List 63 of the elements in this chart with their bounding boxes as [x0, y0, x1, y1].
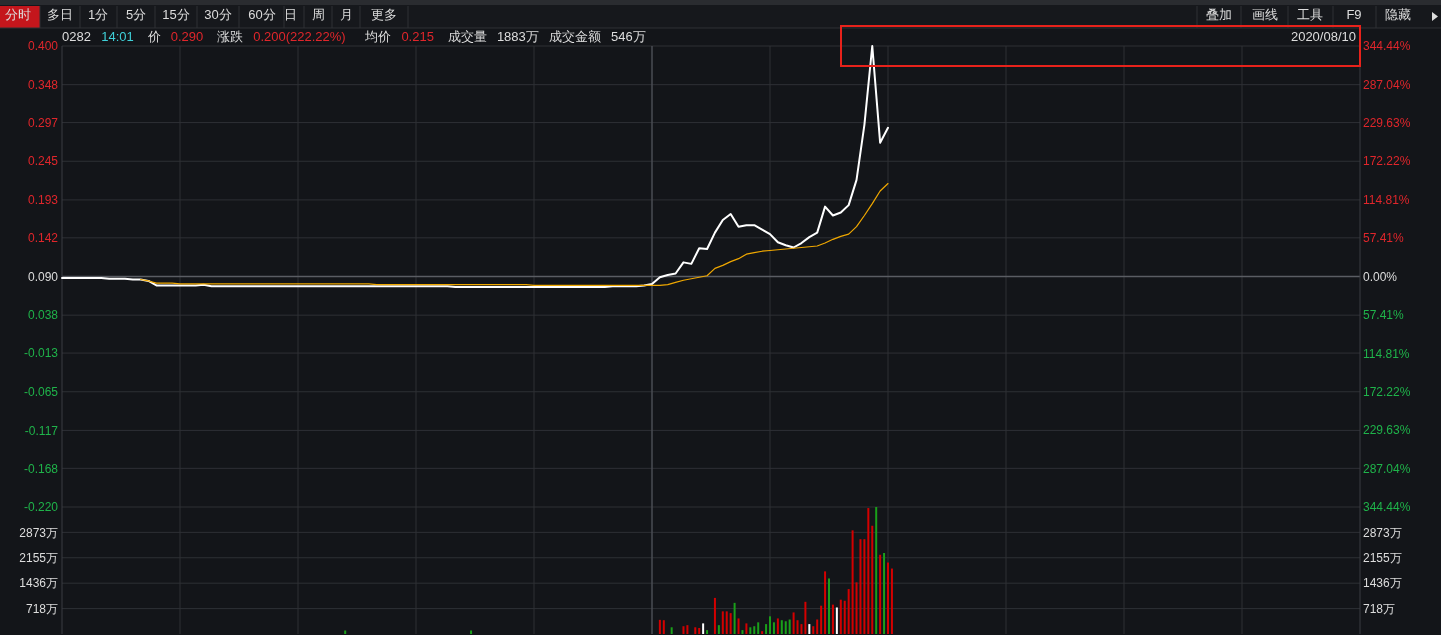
y-tick-label: 0.193: [27, 193, 59, 208]
y2-tick-label: 287.04%: [1363, 77, 1411, 92]
y2-tick-label: 229.63%: [1363, 116, 1411, 131]
y2-tick-label: 2155万: [1363, 550, 1402, 565]
y-tick-label: 718万: [25, 601, 58, 616]
text: 成交金额: [549, 29, 602, 44]
text: 0.290: [170, 29, 204, 44]
y-tick-label: -0.065: [23, 384, 59, 399]
text: 0.215: [401, 29, 434, 44]
text: 30分: [204, 7, 232, 22]
text: 价: [146, 29, 161, 44]
text: 分时: [5, 7, 31, 22]
y2-tick-label: 57.41%: [1363, 231, 1405, 246]
y2-tick-label: 1436万: [1363, 576, 1402, 591]
y2-tick-label: 718万: [1363, 601, 1396, 616]
text: 工具: [1297, 7, 1323, 22]
y2-tick-label: 344.44%: [1363, 39, 1411, 54]
y-tick-label: 2873万: [19, 525, 58, 540]
y2-tick-label: 0.00%: [1363, 269, 1398, 284]
text: 5分: [125, 7, 147, 22]
text: 涨跌: [217, 29, 244, 44]
y2-tick-label: 344.44%: [1363, 500, 1411, 515]
y-tick-label: -0.168: [23, 461, 59, 476]
y2-tick-label: 229.63%: [1363, 423, 1411, 438]
text: 隐藏: [1385, 7, 1411, 22]
y2-tick-label: 57.41%: [1363, 308, 1405, 323]
text: 多日: [47, 7, 73, 22]
text: 1883万: [496, 29, 539, 44]
text: 叠加: [1206, 7, 1232, 22]
text: 1分: [87, 7, 109, 22]
y-tick-label: 2155万: [19, 550, 58, 565]
text: 日: [283, 7, 297, 22]
y2-tick-label: 114.81%: [1363, 192, 1410, 207]
y2-tick-label: 172.22%: [1363, 384, 1411, 399]
text: 均价: [364, 29, 392, 44]
y-tick-label: 0.245: [27, 154, 59, 169]
text: 0.200(222.22%): [253, 29, 346, 44]
text: F9: [1346, 7, 1362, 22]
y2-tick-label: 172.22%: [1363, 154, 1411, 169]
y-tick-label: 0.038: [27, 308, 59, 323]
y-tick-label: 0.348: [27, 77, 59, 92]
y-tick-label: 0.297: [27, 115, 59, 130]
text: 更多: [371, 7, 397, 22]
y-tick-label: -0.117: [24, 423, 59, 438]
text: 14:01: [101, 29, 134, 44]
text: 60分: [248, 7, 276, 22]
text: 546万: [611, 29, 646, 44]
text: 2020/08/10: [1290, 29, 1356, 44]
y2-tick-label: 2873万: [1363, 525, 1402, 540]
text: 成交量: [447, 29, 487, 44]
y2-tick-label: 287.04%: [1363, 461, 1411, 476]
text: 15分: [162, 7, 190, 22]
text: 画线: [1252, 7, 1278, 22]
y-tick-label: -0.220: [23, 500, 59, 515]
y-tick-label: 0.090: [27, 269, 59, 284]
y-tick-label: 1436万: [19, 576, 58, 591]
text: 0282: [62, 29, 91, 44]
text: 月: [339, 7, 353, 22]
text: 周: [311, 7, 325, 22]
y-tick-label: 0.142: [27, 231, 59, 246]
y2-tick-label: 114.81%: [1363, 346, 1410, 361]
y-tick-label: 0.400: [27, 39, 59, 54]
y-tick-label: -0.013: [23, 346, 59, 361]
